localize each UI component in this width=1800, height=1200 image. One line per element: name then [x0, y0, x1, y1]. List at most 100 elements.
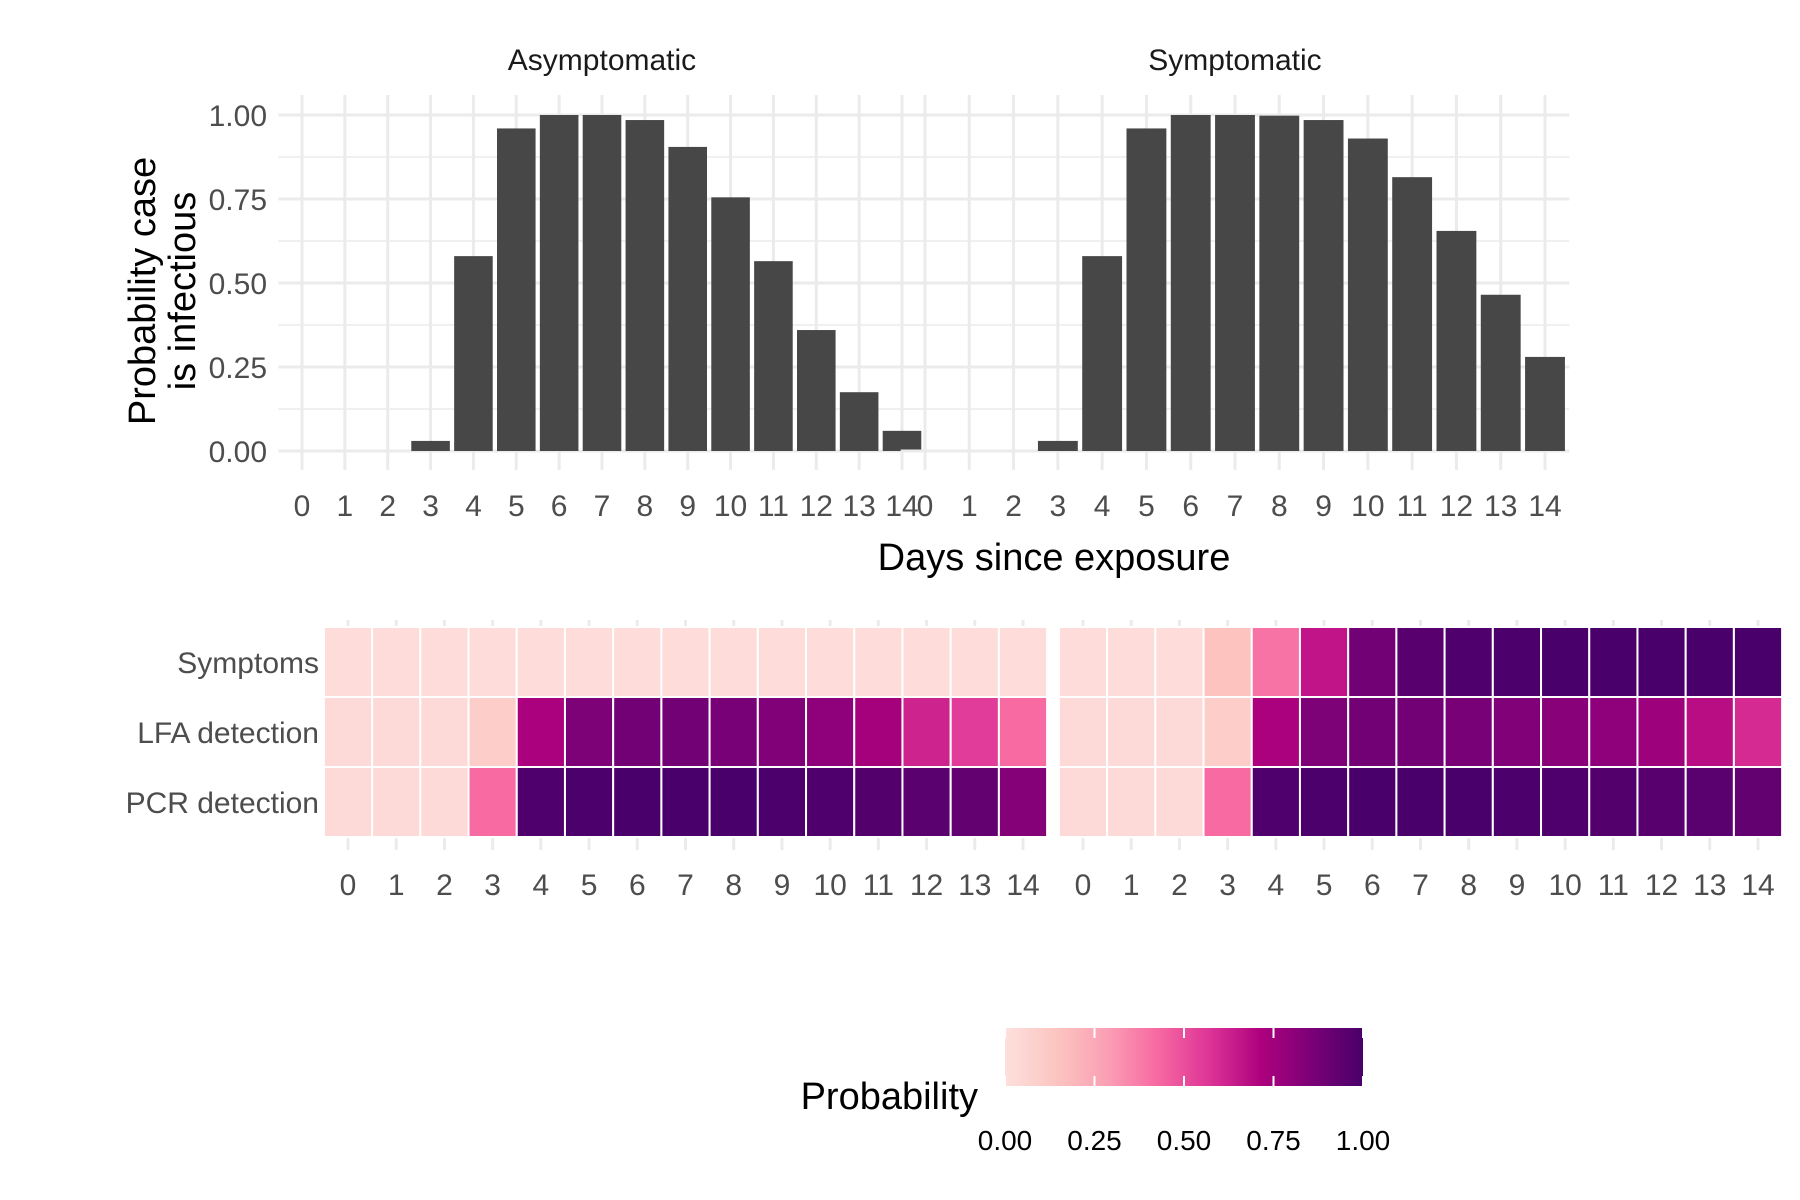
heatmap-cell: [1298, 766, 1350, 838]
heatmap-cell: [756, 766, 808, 838]
heatmap-cell: [1298, 626, 1350, 698]
heatmap-cell: [1154, 626, 1205, 698]
y-tick-label: 0.25: [209, 352, 267, 385]
x-tick-label: 2: [379, 490, 396, 523]
bar-day-12: [797, 330, 836, 451]
heatmap-cell: [901, 766, 952, 838]
x-tick-label: 1: [337, 490, 354, 523]
x-tick-label: 10: [714, 490, 747, 523]
heatmap-cell: [1106, 766, 1157, 838]
x-tick-label: 5: [508, 490, 525, 523]
heatmap-row-label: PCR detection: [126, 787, 319, 820]
y-tick-label: 1.00: [209, 100, 267, 133]
bar-day-3: [411, 440, 450, 451]
bar-day-10: [1347, 138, 1388, 451]
x-tick-label: 4: [1094, 490, 1111, 523]
x-tick-label: 13: [1484, 490, 1517, 523]
heatmap-cell: [853, 696, 904, 768]
x-tick-label: 11: [863, 869, 894, 902]
x-tick-label: 7: [1227, 490, 1244, 523]
x-tick-label: 13: [1693, 869, 1726, 902]
x-tick-label: 14: [885, 490, 918, 523]
heatmap-cell: [997, 626, 1049, 698]
bar-day-9: [1303, 120, 1344, 451]
bar-day-12: [1436, 230, 1477, 451]
x-tick-label: 1: [1123, 869, 1140, 902]
heatmap-cell: [756, 696, 808, 768]
heatmap-cell: [1636, 766, 1687, 838]
heatmap-cell: [515, 626, 566, 698]
bar-day-10: [711, 197, 750, 451]
legend-tick-label: 1.00: [1336, 1125, 1391, 1156]
heatmap-cell: [1395, 766, 1446, 838]
x-tick-label: 3: [1219, 869, 1236, 902]
heatmap-cell: [1395, 696, 1446, 768]
heatmap-cell: [1057, 766, 1109, 838]
heatmap-cell: [322, 766, 374, 838]
x-tick-label: 5: [1138, 490, 1155, 523]
heatmap-cell: [1106, 626, 1157, 698]
x-tick-label: 9: [1315, 490, 1332, 523]
bar-day-8: [625, 120, 665, 451]
y-tick-label: 0.50: [209, 268, 267, 301]
heatmap-cell: [1588, 696, 1639, 768]
x-tick-label: 7: [1412, 869, 1429, 902]
heatmap-cell: [371, 696, 422, 768]
heatmap-panel-asymptomatic: 0 1 2 3 4 5 6 7 8 9 10 11 12 13 14: [322, 620, 1049, 902]
bar-day-13: [1480, 294, 1521, 451]
x-tick-label: 6: [551, 490, 568, 523]
facet-title: Asymptomatic: [508, 44, 696, 77]
x-tick-label: 3: [484, 869, 501, 902]
heatmap-cell: [612, 626, 663, 698]
heatmap-cell: [1636, 696, 1687, 768]
heatmap-cell: [997, 766, 1049, 838]
y-axis-title: Probability caseis infectious: [122, 157, 204, 425]
y-axis-title-line: Probability case: [122, 157, 164, 425]
heatmap-cell: [1684, 696, 1735, 768]
heatmap-cell: [322, 696, 374, 768]
heatmap-cell: [1491, 696, 1543, 768]
y-tick-label: 0.75: [209, 184, 267, 217]
heatmap-cell: [612, 766, 663, 838]
heatmap-cell: [612, 696, 663, 768]
heatmap-cell: [1057, 696, 1109, 768]
legend-tick-label: 0.00: [978, 1125, 1033, 1156]
heatmap-cell: [1443, 626, 1494, 698]
heatmap-cell: [901, 626, 952, 698]
x-tick-label: 14: [1006, 869, 1039, 902]
heatmap-cell: [660, 766, 711, 838]
heatmap-cell: [467, 766, 518, 838]
x-tick-label: 9: [679, 490, 696, 523]
x-tick-label: 0: [1075, 869, 1092, 902]
heatmap-cell: [1347, 626, 1398, 698]
bar-day-14: [1525, 356, 1565, 451]
y-axis-title-line: is infectious: [162, 192, 204, 391]
x-tick-label: 8: [725, 869, 742, 902]
x-tick-label: 2: [1171, 869, 1188, 902]
bar-day-11: [754, 261, 793, 451]
bar-day-7: [1215, 115, 1255, 451]
legend-tick-label: 0.50: [1157, 1125, 1212, 1156]
legend-tick-label: 0.25: [1067, 1125, 1122, 1156]
heatmap-panel-symptomatic: 0 1 2 3 4 5 6 7 8 9 10 11 12 13 14: [1057, 620, 1784, 902]
heatmap-cell: [1491, 626, 1543, 698]
heatmap-cell: [756, 626, 808, 698]
heatmap-cell: [708, 766, 759, 838]
probability-legend: 0.00 0.25 0.50 0.75 1.00 Probability: [801, 1028, 1391, 1156]
x-tick-label: 6: [629, 869, 646, 902]
heatmap-cell: [419, 696, 470, 768]
bar-day-13: [839, 392, 879, 451]
heatmap-cell: [1684, 766, 1735, 838]
bar-day-8: [1259, 115, 1300, 451]
heatmap-cell: [805, 626, 856, 698]
x-tick-label: 0: [917, 490, 934, 523]
x-tick-label: 5: [1316, 869, 1333, 902]
x-tick-label: 4: [465, 490, 482, 523]
bar-day-14: [882, 430, 922, 451]
heatmap-cell: [1540, 766, 1591, 838]
heatmap-cell: [563, 626, 615, 698]
heatmap-cell: [1202, 626, 1253, 698]
